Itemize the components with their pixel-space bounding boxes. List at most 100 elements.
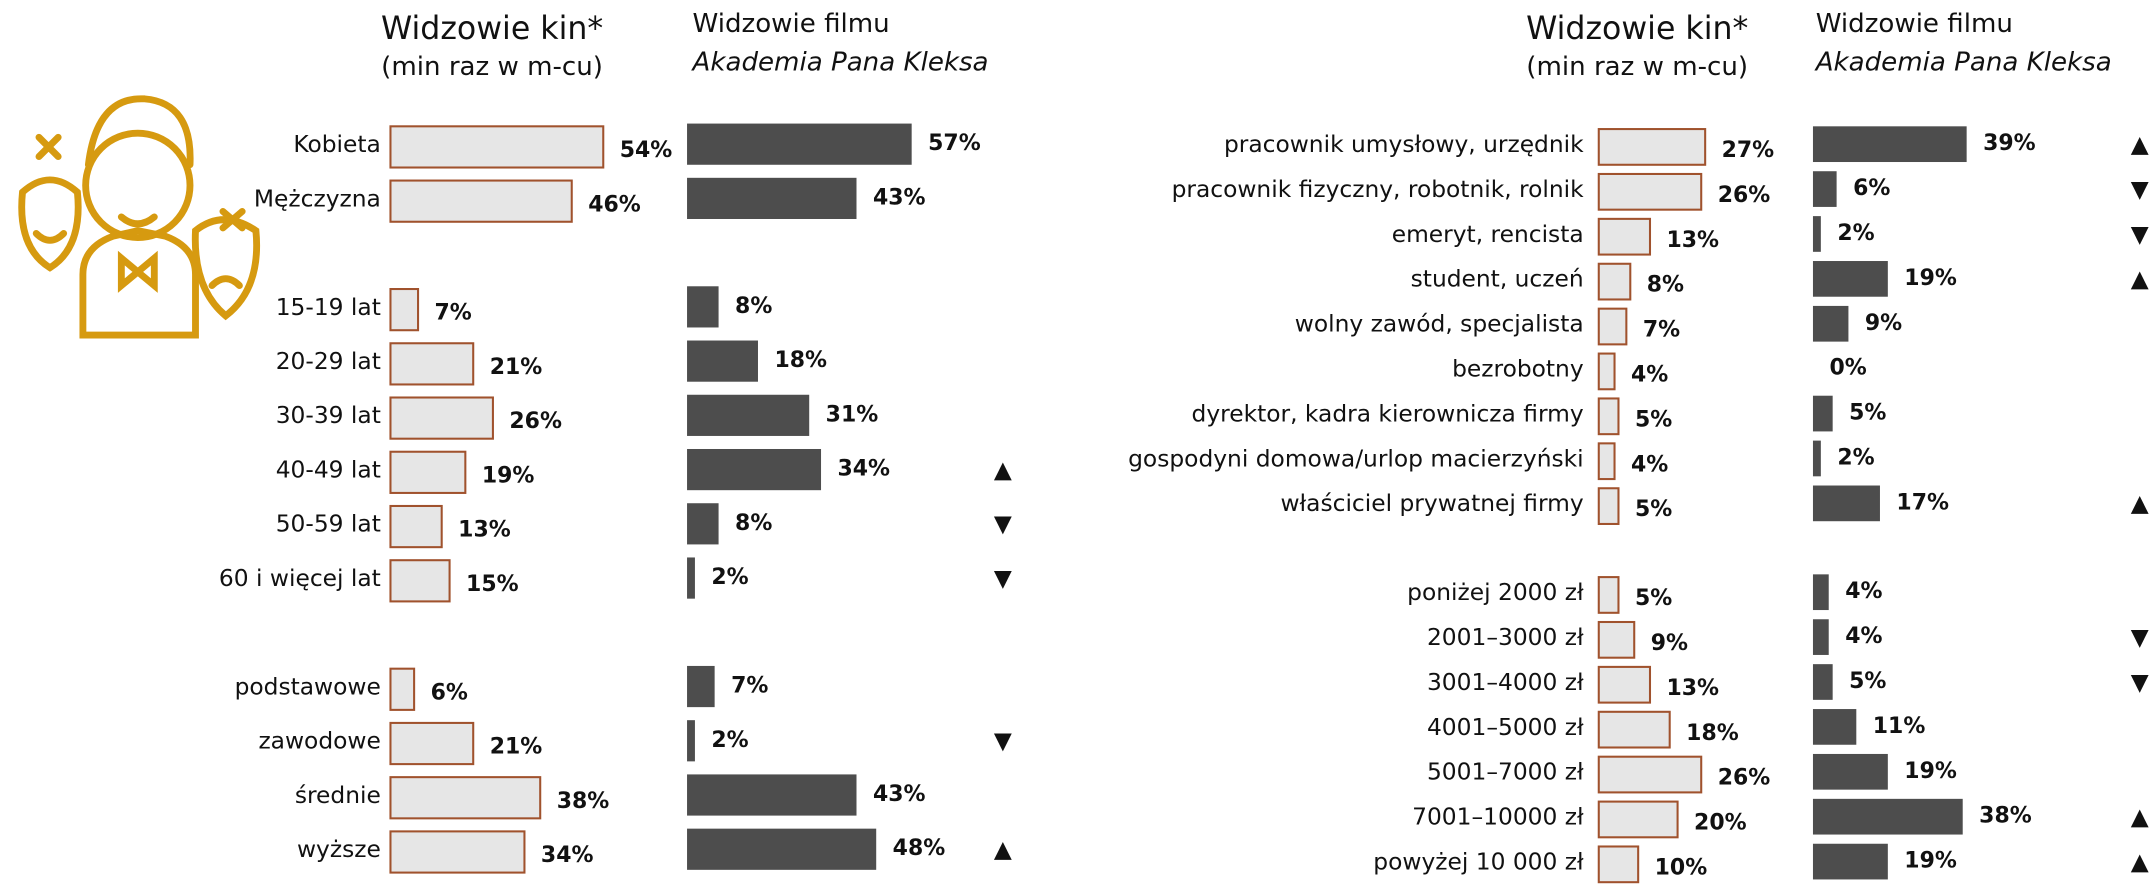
value-label: 5%: [1849, 401, 1886, 426]
value-label: 8%: [735, 511, 772, 536]
film-bar: [1813, 261, 1888, 297]
value-label: 19%: [1904, 266, 1957, 291]
category-label: Mężczyzna: [254, 184, 381, 212]
film-bar: [1813, 664, 1833, 700]
value-label: 0%: [1829, 356, 1866, 381]
cinema-bar: [1599, 264, 1631, 300]
cinema-bar: [390, 777, 540, 818]
film-bar: [1813, 844, 1888, 880]
film-bar: [687, 178, 856, 219]
series-title: Widzowie filmu: [1816, 9, 2013, 39]
film-bar: [1813, 799, 1963, 835]
film-bar: [687, 395, 809, 436]
category-label: pracownik fizyczny, robotnik, rolnik: [1172, 175, 1585, 203]
cinema-bar: [1599, 712, 1670, 748]
value-label: 20%: [1694, 811, 1747, 836]
film-bar: [1813, 126, 1967, 162]
series-subtitle: Akademia Pana Kleksa: [1814, 48, 2112, 78]
category-label: pracownik umysłowy, urzędnik: [1224, 130, 1584, 158]
series-title: Widzowie kin*: [381, 11, 603, 47]
category-label: wolny zawód, specjalista: [1295, 310, 1584, 338]
trend-arrow: ▼: [2131, 623, 2149, 651]
cinema-bar: [1599, 309, 1627, 345]
value-label: 39%: [1983, 131, 2036, 156]
film-bar: [687, 829, 876, 870]
category-label: dyrektor, kadra kierownicza firmy: [1192, 399, 1584, 427]
category-label: 30-39 lat: [276, 401, 381, 429]
film-bar: [1813, 574, 1829, 610]
category-label: poniżej 2000 zł: [1407, 578, 1584, 606]
value-label: 8%: [1647, 273, 1684, 298]
value-label: 26%: [509, 409, 562, 434]
film-bar: [1813, 441, 1821, 477]
category-label: bezrobotny: [1452, 355, 1584, 383]
category-label: 2001–3000 zł: [1427, 623, 1584, 651]
film-bar: [1813, 709, 1856, 745]
category-label: 5001–7000 zł: [1427, 758, 1584, 786]
cinema-bar: [390, 289, 418, 330]
value-label: 4%: [1631, 363, 1668, 388]
value-label: 21%: [490, 735, 543, 760]
value-label: 43%: [873, 782, 926, 807]
category-label: 60 i więcej lat: [219, 564, 381, 592]
value-label: 18%: [774, 348, 827, 373]
film-bar: [1813, 396, 1833, 432]
value-label: 8%: [735, 294, 772, 319]
value-label: 4%: [1845, 624, 1882, 649]
value-label: 9%: [1651, 631, 1688, 656]
cinema-bar: [1599, 443, 1615, 479]
trend-arrow: ▲: [2131, 847, 2149, 875]
cinema-bar: [1599, 846, 1638, 882]
category-label: 50-59 lat: [276, 510, 381, 538]
cinema-bar: [1599, 802, 1678, 838]
film-bar: [1813, 306, 1848, 342]
value-label: 15%: [466, 572, 519, 597]
value-label: 7%: [1643, 318, 1680, 343]
cinema-bar: [390, 560, 449, 601]
cinema-bar: [390, 126, 603, 167]
series-subtitle: Akademia Pana Kleksa: [691, 48, 989, 78]
series-title: Widzowie filmu: [693, 9, 890, 39]
icon: [22, 99, 257, 335]
trend-arrow: ▼: [2131, 175, 2149, 203]
page: Widzowie kin* (min raz w m-cu) Widzowie fi…: [0, 0, 2154, 887]
trend-arrow: ▼: [994, 727, 1012, 755]
film-bar: [687, 124, 912, 165]
film-bar: [687, 449, 821, 490]
value-label: 10%: [1655, 855, 1708, 880]
category-label: emeryt, rencista: [1392, 220, 1584, 248]
trend-arrow: ▲: [2131, 265, 2149, 293]
value-label: 4%: [1845, 579, 1882, 604]
value-label: 57%: [928, 131, 981, 156]
film-bar: [687, 286, 719, 327]
trend-arrow: ▼: [2131, 220, 2149, 248]
film-bar: [687, 341, 758, 382]
category-label: zawodowe: [258, 727, 380, 755]
trend-arrow: ▼: [994, 564, 1012, 592]
trend-arrow: ▲: [994, 455, 1012, 483]
category-label: powyżej 10 000 zł: [1373, 847, 1584, 875]
value-label: 19%: [1904, 759, 1957, 784]
value-label: 2%: [1837, 445, 1874, 470]
value-label: 26%: [1718, 766, 1771, 791]
value-label: 5%: [1849, 669, 1886, 694]
cinema-bar: [1599, 129, 1705, 165]
category-label: gospodyni domowa/urlop macierzyński: [1128, 444, 1584, 472]
value-label: 17%: [1896, 490, 1949, 515]
value-label: 5%: [1635, 407, 1672, 432]
value-label: 34%: [838, 457, 891, 482]
value-label: 2%: [1837, 221, 1874, 246]
value-label: 11%: [1873, 714, 1926, 739]
value-label: 5%: [1635, 497, 1672, 522]
cinema-bar: [390, 669, 414, 710]
series-subtitle: (min raz w m-cu): [381, 52, 603, 82]
value-label: 6%: [431, 680, 468, 705]
value-label: 27%: [1722, 138, 1775, 163]
cinema-bar: [390, 398, 492, 439]
category-label: wyższe: [297, 835, 381, 863]
value-label: 13%: [458, 518, 511, 543]
value-label: 38%: [557, 789, 610, 814]
category-label: 20-29 lat: [276, 347, 381, 375]
film-bar: [1813, 619, 1829, 655]
value-label: 19%: [482, 463, 535, 488]
